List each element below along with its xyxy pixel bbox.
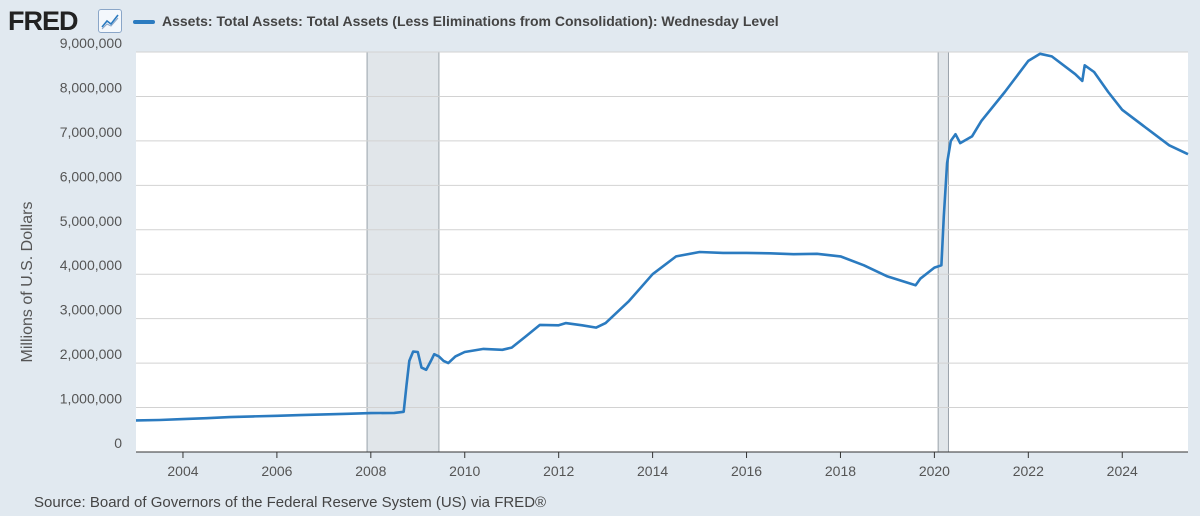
y-tick-label: 6,000,000: [60, 168, 122, 184]
y-tick-label: 1,000,000: [60, 391, 122, 407]
recession-band-1: [366, 51, 440, 453]
x-tick-label: 2012: [543, 463, 574, 479]
line-chart: 0 1,000,000 2,000,000 3,000,000 4,000,000 5,0…: [19, 35, 1189, 479]
x-tick-label: 2024: [1107, 463, 1138, 479]
x-tick-label: 2022: [1013, 463, 1044, 479]
x-axis-ticks: 2004 2006 2008 2010 2012 2014 2016 2018 2020 2022…: [167, 452, 1138, 479]
x-tick-label: 2014: [637, 463, 668, 479]
y-tick-label: 8,000,000: [60, 79, 122, 95]
y-axis-ticks: 0 1,000,000 2,000,000 3,000,000 4,000,000 5,0…: [60, 35, 123, 451]
x-tick-label: 2004: [167, 463, 198, 479]
y-tick-label: 0: [114, 435, 122, 451]
y-tick-label: 9,000,000: [60, 35, 122, 51]
y-tick-label: 2,000,000: [60, 346, 122, 362]
line-chart-icon[interactable]: [98, 9, 122, 33]
series-line[interactable]: [135, 52, 1189, 422]
gridlines: [136, 51, 1188, 409]
y-tick-label: 4,000,000: [60, 257, 122, 273]
plot-area: [136, 52, 1188, 452]
legend-label: Assets: Total Assets: Total Assets (Less…: [162, 13, 779, 29]
x-tick-label: 2020: [919, 463, 950, 479]
x-tick-label: 2008: [355, 463, 386, 479]
chart-header: FRED Assets: Total Assets: Total Assets …: [0, 0, 1200, 44]
x-tick-label: 2016: [731, 463, 762, 479]
x-tick-label: 2010: [449, 463, 480, 479]
y-axis-label: Millions of U.S. Dollars: [19, 202, 36, 363]
y-tick-label: 7,000,000: [60, 124, 122, 140]
source-note: Source: Board of Governors of the Federa…: [34, 494, 547, 511]
legend-swatch: [133, 20, 155, 24]
fred-logo[interactable]: FRED: [8, 6, 78, 36]
y-tick-label: 5,000,000: [60, 213, 122, 229]
y-tick-label: 3,000,000: [60, 302, 122, 318]
x-tick-label: 2006: [261, 463, 292, 479]
x-tick-label: 2018: [825, 463, 856, 479]
